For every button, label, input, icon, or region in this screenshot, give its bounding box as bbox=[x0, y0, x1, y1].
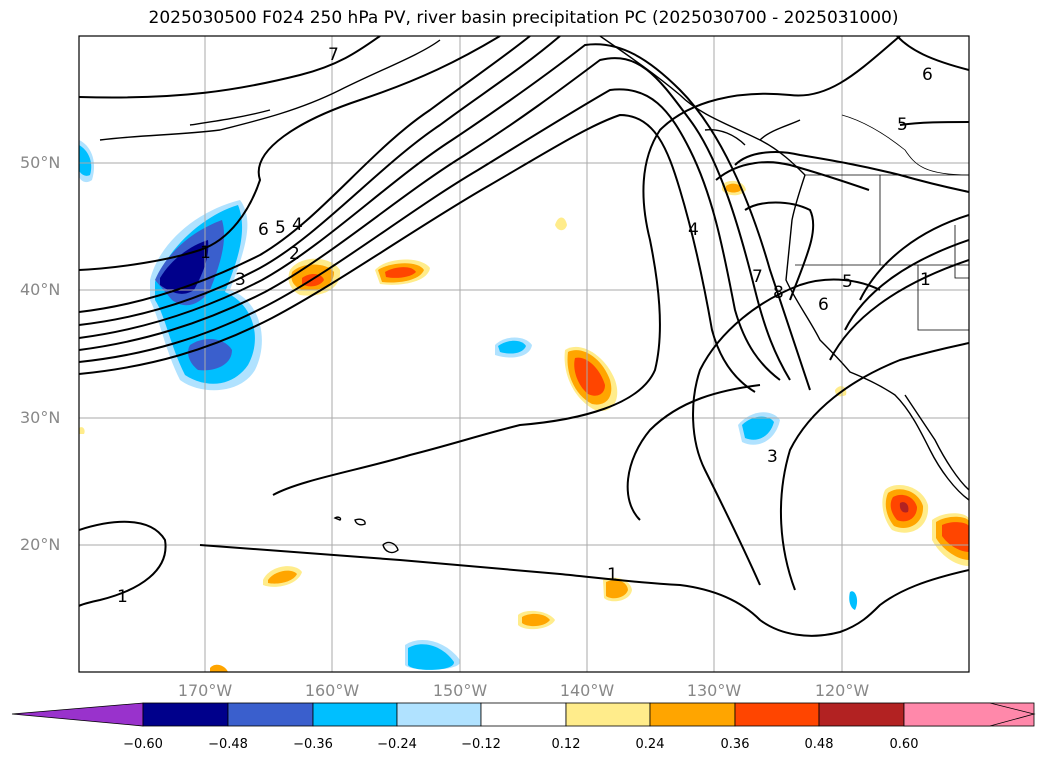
colorbar-segment bbox=[396, 702, 482, 727]
map-title: 2025030500 F024 250 hPa PV, river basin … bbox=[148, 8, 899, 28]
colorbar-segment bbox=[312, 702, 398, 727]
precip-shading bbox=[79, 140, 969, 672]
contour-label: 6 bbox=[818, 295, 829, 315]
political-borders bbox=[795, 114, 969, 331]
colorbar-tick: −0.12 bbox=[461, 737, 501, 752]
contour-label: 6 bbox=[922, 65, 933, 85]
colorbar-max-extend bbox=[903, 702, 1036, 727]
colorbar-segment bbox=[480, 702, 567, 727]
colorbar-segment bbox=[227, 702, 314, 727]
plot-frame bbox=[78, 35, 970, 673]
colorbar-tick: 0.36 bbox=[720, 737, 750, 752]
colorbar-tick: 0.12 bbox=[551, 737, 581, 752]
contour-label: 6 bbox=[258, 220, 269, 240]
contour-label: 7 bbox=[752, 267, 763, 287]
contour-label: 5 bbox=[897, 115, 908, 135]
contour-label: 1 bbox=[200, 243, 211, 263]
colorbar-segment bbox=[818, 702, 905, 727]
colorbar-tick: −0.36 bbox=[293, 737, 333, 752]
colorbar-tick: 0.48 bbox=[804, 737, 834, 752]
colorbar-tick: 0.24 bbox=[635, 737, 665, 752]
contour-label: 1 bbox=[607, 565, 618, 585]
lat-label: 20°N bbox=[20, 535, 61, 554]
lon-label: 140°W bbox=[559, 681, 615, 700]
colorbar-segment bbox=[734, 702, 820, 727]
contour-label: 1 bbox=[117, 587, 128, 607]
contour-labels: 7 6 5 6 5 4 2 3 1 4 7 8 6 5 1 3 1 1 bbox=[117, 45, 933, 607]
lat-label: 50°N bbox=[20, 153, 61, 172]
lon-label: 130°W bbox=[686, 681, 742, 700]
colorbar-tick: 0.60 bbox=[889, 737, 919, 752]
colorbar-min-extend bbox=[11, 702, 144, 727]
contour-label: 1 bbox=[920, 270, 931, 290]
colorbar-tick: −0.24 bbox=[377, 737, 417, 752]
pv-contours bbox=[79, 36, 969, 637]
contour-label: 4 bbox=[688, 220, 699, 240]
colorbar-segment bbox=[649, 702, 736, 727]
contour-label: 5 bbox=[842, 272, 853, 292]
lat-label: 40°N bbox=[20, 280, 61, 299]
coastlines bbox=[99, 36, 969, 554]
lat-label: 30°N bbox=[20, 408, 61, 427]
lon-label: 120°W bbox=[814, 681, 870, 700]
colorbar-segment bbox=[565, 702, 651, 727]
lon-label: 160°W bbox=[304, 681, 360, 700]
colorbar-tick: −0.60 bbox=[123, 737, 163, 752]
contour-label: 8 bbox=[773, 283, 784, 303]
colorbar-segment bbox=[142, 702, 229, 727]
colorbar bbox=[11, 702, 1036, 727]
contour-label: 7 bbox=[328, 45, 339, 65]
contour-label: 3 bbox=[767, 447, 778, 467]
colorbar-tick: −0.48 bbox=[208, 737, 248, 752]
contour-label: 2 bbox=[289, 244, 300, 264]
contour-label: 4 bbox=[292, 215, 303, 235]
contour-label: 3 bbox=[235, 270, 246, 290]
lon-label: 150°W bbox=[432, 681, 488, 700]
contour-label: 5 bbox=[275, 218, 286, 238]
lon-label: 170°W bbox=[177, 681, 233, 700]
